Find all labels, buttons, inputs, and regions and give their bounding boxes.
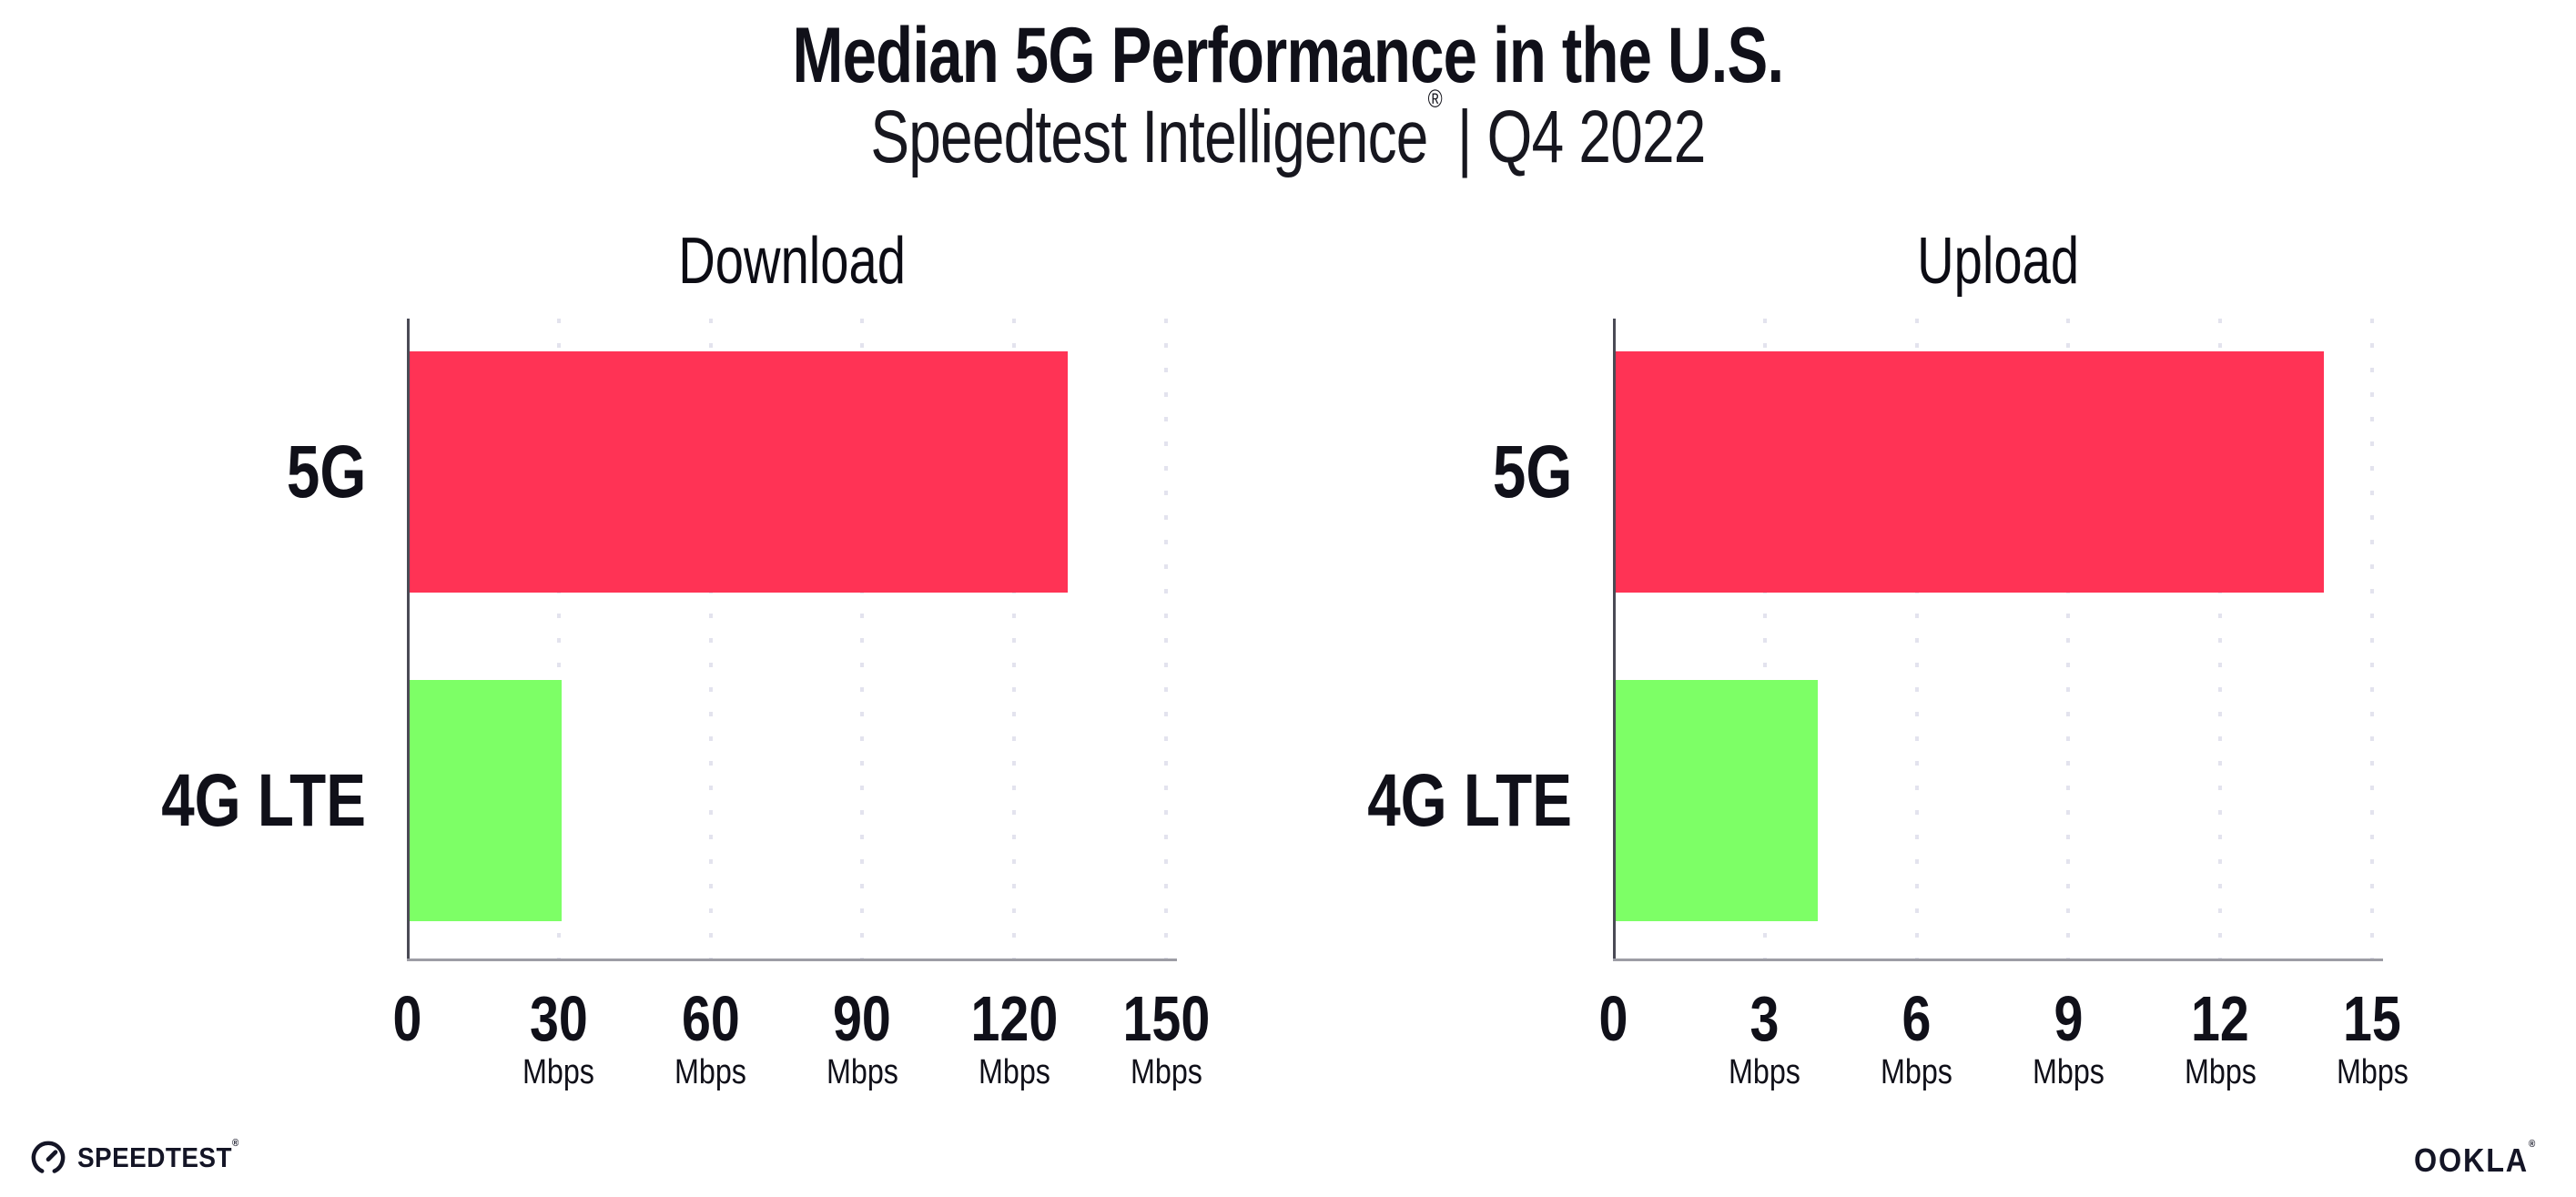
tick-unit: Mbps xyxy=(1881,1053,1953,1091)
page-subtitle: Speedtest Intelligence® | Q4 2022 xyxy=(0,85,2576,180)
panel-title-upload: Upload xyxy=(1917,225,2079,298)
bar-5g-upload xyxy=(1616,351,2324,593)
gridline xyxy=(2218,319,2223,959)
gridline xyxy=(1762,319,1767,959)
ookla-logo: OOKLA® xyxy=(2413,1139,2549,1180)
tick-number: 12 xyxy=(2191,983,2250,1054)
tick-number: 120 xyxy=(970,983,1059,1054)
tick-number: 30 xyxy=(529,983,588,1054)
y-axis xyxy=(407,319,410,961)
gridline xyxy=(860,319,865,959)
gridline xyxy=(2370,319,2374,959)
tick-label-120-mbps: 120 Mbps xyxy=(896,986,1132,1091)
tick-unit: Mbps xyxy=(522,1053,595,1091)
tick-label-60-mbps: 60 Mbps xyxy=(593,986,829,1091)
gridline xyxy=(1164,319,1168,959)
tick-label-9-mbps: 9 Mbps xyxy=(1950,986,2186,1091)
category-label-4g-lte: 4G LTE xyxy=(1367,758,1572,842)
tick-number: 90 xyxy=(833,983,892,1054)
gridline xyxy=(1914,319,1919,959)
tick-unit: Mbps xyxy=(2336,1053,2409,1091)
speedtest-logo: SPEEDTEST® xyxy=(30,1137,257,1176)
tick-unit: Mbps xyxy=(2184,1053,2257,1091)
panel-title-download: Download xyxy=(678,225,906,298)
registered-mark: ® xyxy=(1427,84,1443,113)
tick-label-6-mbps: 6 Mbps xyxy=(1799,986,2035,1091)
tick-label-3-mbps: 3 Mbps xyxy=(1647,986,1883,1091)
ookla-logo-text: OOKLA® xyxy=(2413,1139,2536,1179)
x-axis xyxy=(407,959,1177,961)
category-label-5g: 5G xyxy=(286,430,366,513)
tick-number: 9 xyxy=(2054,983,2084,1054)
subtitle-main: Speedtest Intelligence xyxy=(870,96,1428,178)
tick-number: 6 xyxy=(1902,983,1932,1054)
bar-4g-lte-download xyxy=(410,680,562,921)
category-label-4g-lte: 4G LTE xyxy=(161,758,366,842)
tick-unit: Mbps xyxy=(1130,1053,1202,1091)
gridline xyxy=(2066,319,2071,959)
tick-label-15-mbps: 15 Mbps xyxy=(2254,986,2490,1091)
tick-unit: Mbps xyxy=(2032,1053,2104,1091)
tick-unit: Mbps xyxy=(826,1053,898,1091)
y-axis xyxy=(1613,319,1616,961)
tick-number: 15 xyxy=(2343,983,2401,1054)
tick-label-30-mbps: 30 Mbps xyxy=(441,986,677,1091)
tick-number: 0 xyxy=(1598,983,1628,1054)
tick-unit: Mbps xyxy=(674,1053,747,1091)
tick-label-90-mbps: 90 Mbps xyxy=(744,986,980,1091)
x-axis xyxy=(1613,959,2383,961)
tick-number: 3 xyxy=(1749,983,1780,1054)
speedtest-trademark: ® xyxy=(231,1137,239,1149)
page-title: Median 5G Performance in the U.S. xyxy=(792,12,1785,99)
category-label-5g: 5G xyxy=(1492,430,1572,513)
gridline xyxy=(556,319,561,959)
bar-5g-download xyxy=(410,351,1068,593)
gridline xyxy=(708,319,713,959)
tick-label-0-mbps: 0 xyxy=(1495,986,1731,1051)
speedtest-logo-text: SPEEDTEST® xyxy=(77,1137,239,1173)
tick-number: 60 xyxy=(681,983,740,1054)
subtitle-period: | Q4 2022 xyxy=(1441,96,1707,178)
tick-label-150-mbps: 150 Mbps xyxy=(1048,986,1284,1091)
bar-4g-lte-upload xyxy=(1616,680,1818,921)
tick-number: 0 xyxy=(392,983,421,1054)
tick-number: 150 xyxy=(1122,983,1210,1054)
plot-area-download xyxy=(407,319,1177,961)
tick-unit: Mbps xyxy=(1729,1053,1801,1091)
plot-area-upload xyxy=(1613,319,2383,961)
tick-label-0-mbps: 0 xyxy=(289,986,525,1051)
ookla-trademark: ® xyxy=(2528,1139,2536,1150)
tick-unit: Mbps xyxy=(978,1053,1050,1091)
gridline xyxy=(1012,319,1017,959)
tick-label-12-mbps: 12 Mbps xyxy=(2102,986,2338,1091)
speedtest-gauge-icon xyxy=(31,1141,66,1173)
